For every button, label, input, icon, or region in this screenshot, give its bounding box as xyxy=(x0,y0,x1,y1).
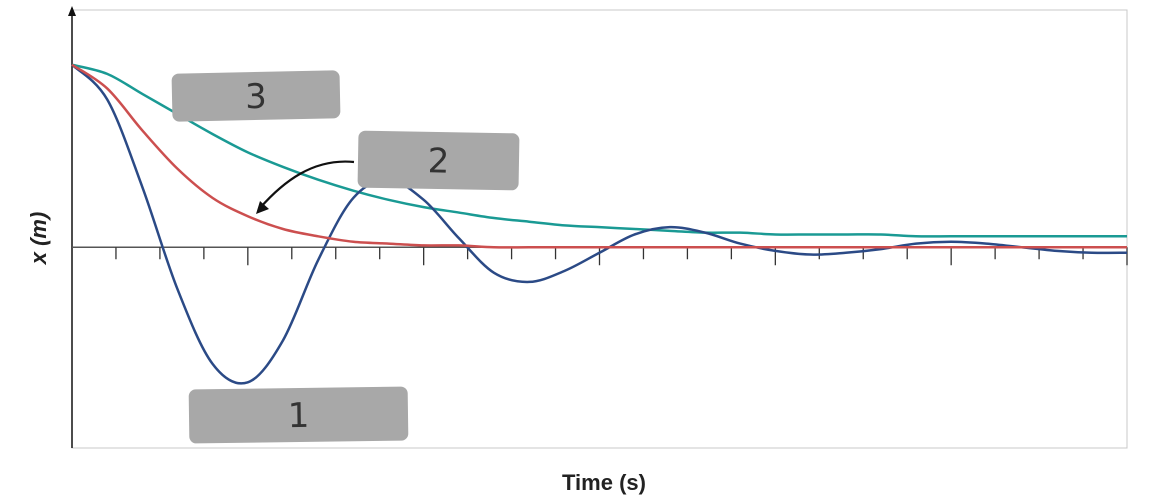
x-axis-ticks xyxy=(115,247,1128,266)
x-axis-title: Time (s) xyxy=(562,470,646,495)
series-line-2 xyxy=(71,63,1127,249)
series-lines xyxy=(71,63,1128,385)
annotation-arrow-shaft xyxy=(259,160,355,209)
curve-label-box xyxy=(171,70,341,122)
curve-label-1: 1 xyxy=(188,386,409,444)
curve-label-text: 3 xyxy=(245,77,267,117)
curve-label-2: 2 xyxy=(357,130,520,191)
series-line-1 xyxy=(71,63,1128,385)
curve-label-box xyxy=(357,130,520,191)
y-axis-arrowhead xyxy=(68,6,76,16)
annotation-arrowhead xyxy=(256,201,269,214)
series-line-3 xyxy=(71,63,1127,238)
curve-label-text: 1 xyxy=(287,396,309,436)
y-axis-title: x (m) xyxy=(26,212,51,266)
curve-labels: 3 2 1 xyxy=(171,70,520,444)
curve-label-box xyxy=(188,386,409,444)
curve-label-3: 3 xyxy=(171,70,341,122)
curve-label-text: 2 xyxy=(427,141,449,181)
